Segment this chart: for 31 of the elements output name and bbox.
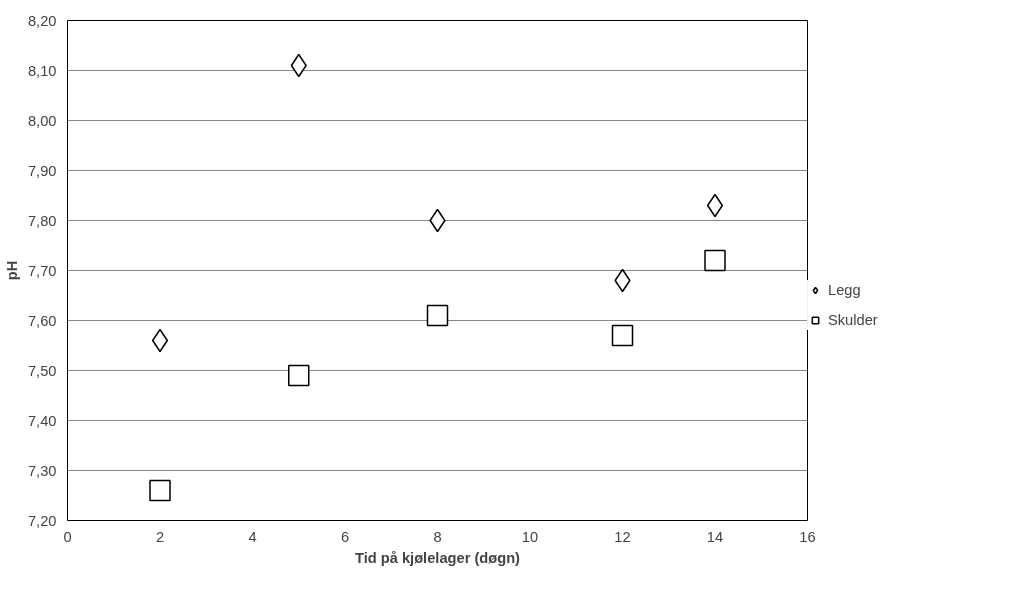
- y-tick-label: 7,90: [27, 162, 57, 179]
- x-tick-label: 14: [706, 528, 724, 545]
- x-tick-label: 6: [340, 528, 350, 545]
- x-tick-label: 10: [521, 528, 539, 545]
- y-tick-label: 7,30: [27, 462, 57, 479]
- x-axis-title: Tid på kjølelager (døgn): [354, 549, 521, 566]
- x-tick-label: 0: [63, 528, 72, 545]
- y-tick-label: 7,60: [27, 312, 57, 329]
- point: [149, 479, 171, 502]
- x-tick-label: 4: [248, 528, 257, 545]
- y-tick-label: 8,10: [27, 62, 57, 79]
- x-tick-label: 2: [155, 528, 165, 545]
- point: [704, 249, 726, 272]
- point: [426, 304, 449, 327]
- y-tick-label: 7,70: [27, 262, 57, 279]
- y-tick-label: 7,40: [27, 412, 57, 429]
- point: [288, 364, 310, 387]
- point: [706, 193, 724, 218]
- y-axis-title: pH: [3, 260, 20, 281]
- point: [151, 328, 169, 353]
- x-tick-label: 12: [614, 528, 631, 545]
- legend-label: Legg: [828, 282, 861, 298]
- y-tick-label: 8,00: [27, 112, 57, 129]
- y-tick-label: 7,50: [27, 362, 57, 379]
- y-tick-label: 7,20: [27, 512, 57, 529]
- y-tick-label: 7,80: [27, 212, 57, 229]
- point: [611, 324, 634, 347]
- x-tick-label: 8: [433, 528, 442, 545]
- legend-label: Skulder: [828, 312, 878, 328]
- x-tick-label: 16: [799, 528, 816, 545]
- y-tick-label: 8,20: [27, 12, 57, 29]
